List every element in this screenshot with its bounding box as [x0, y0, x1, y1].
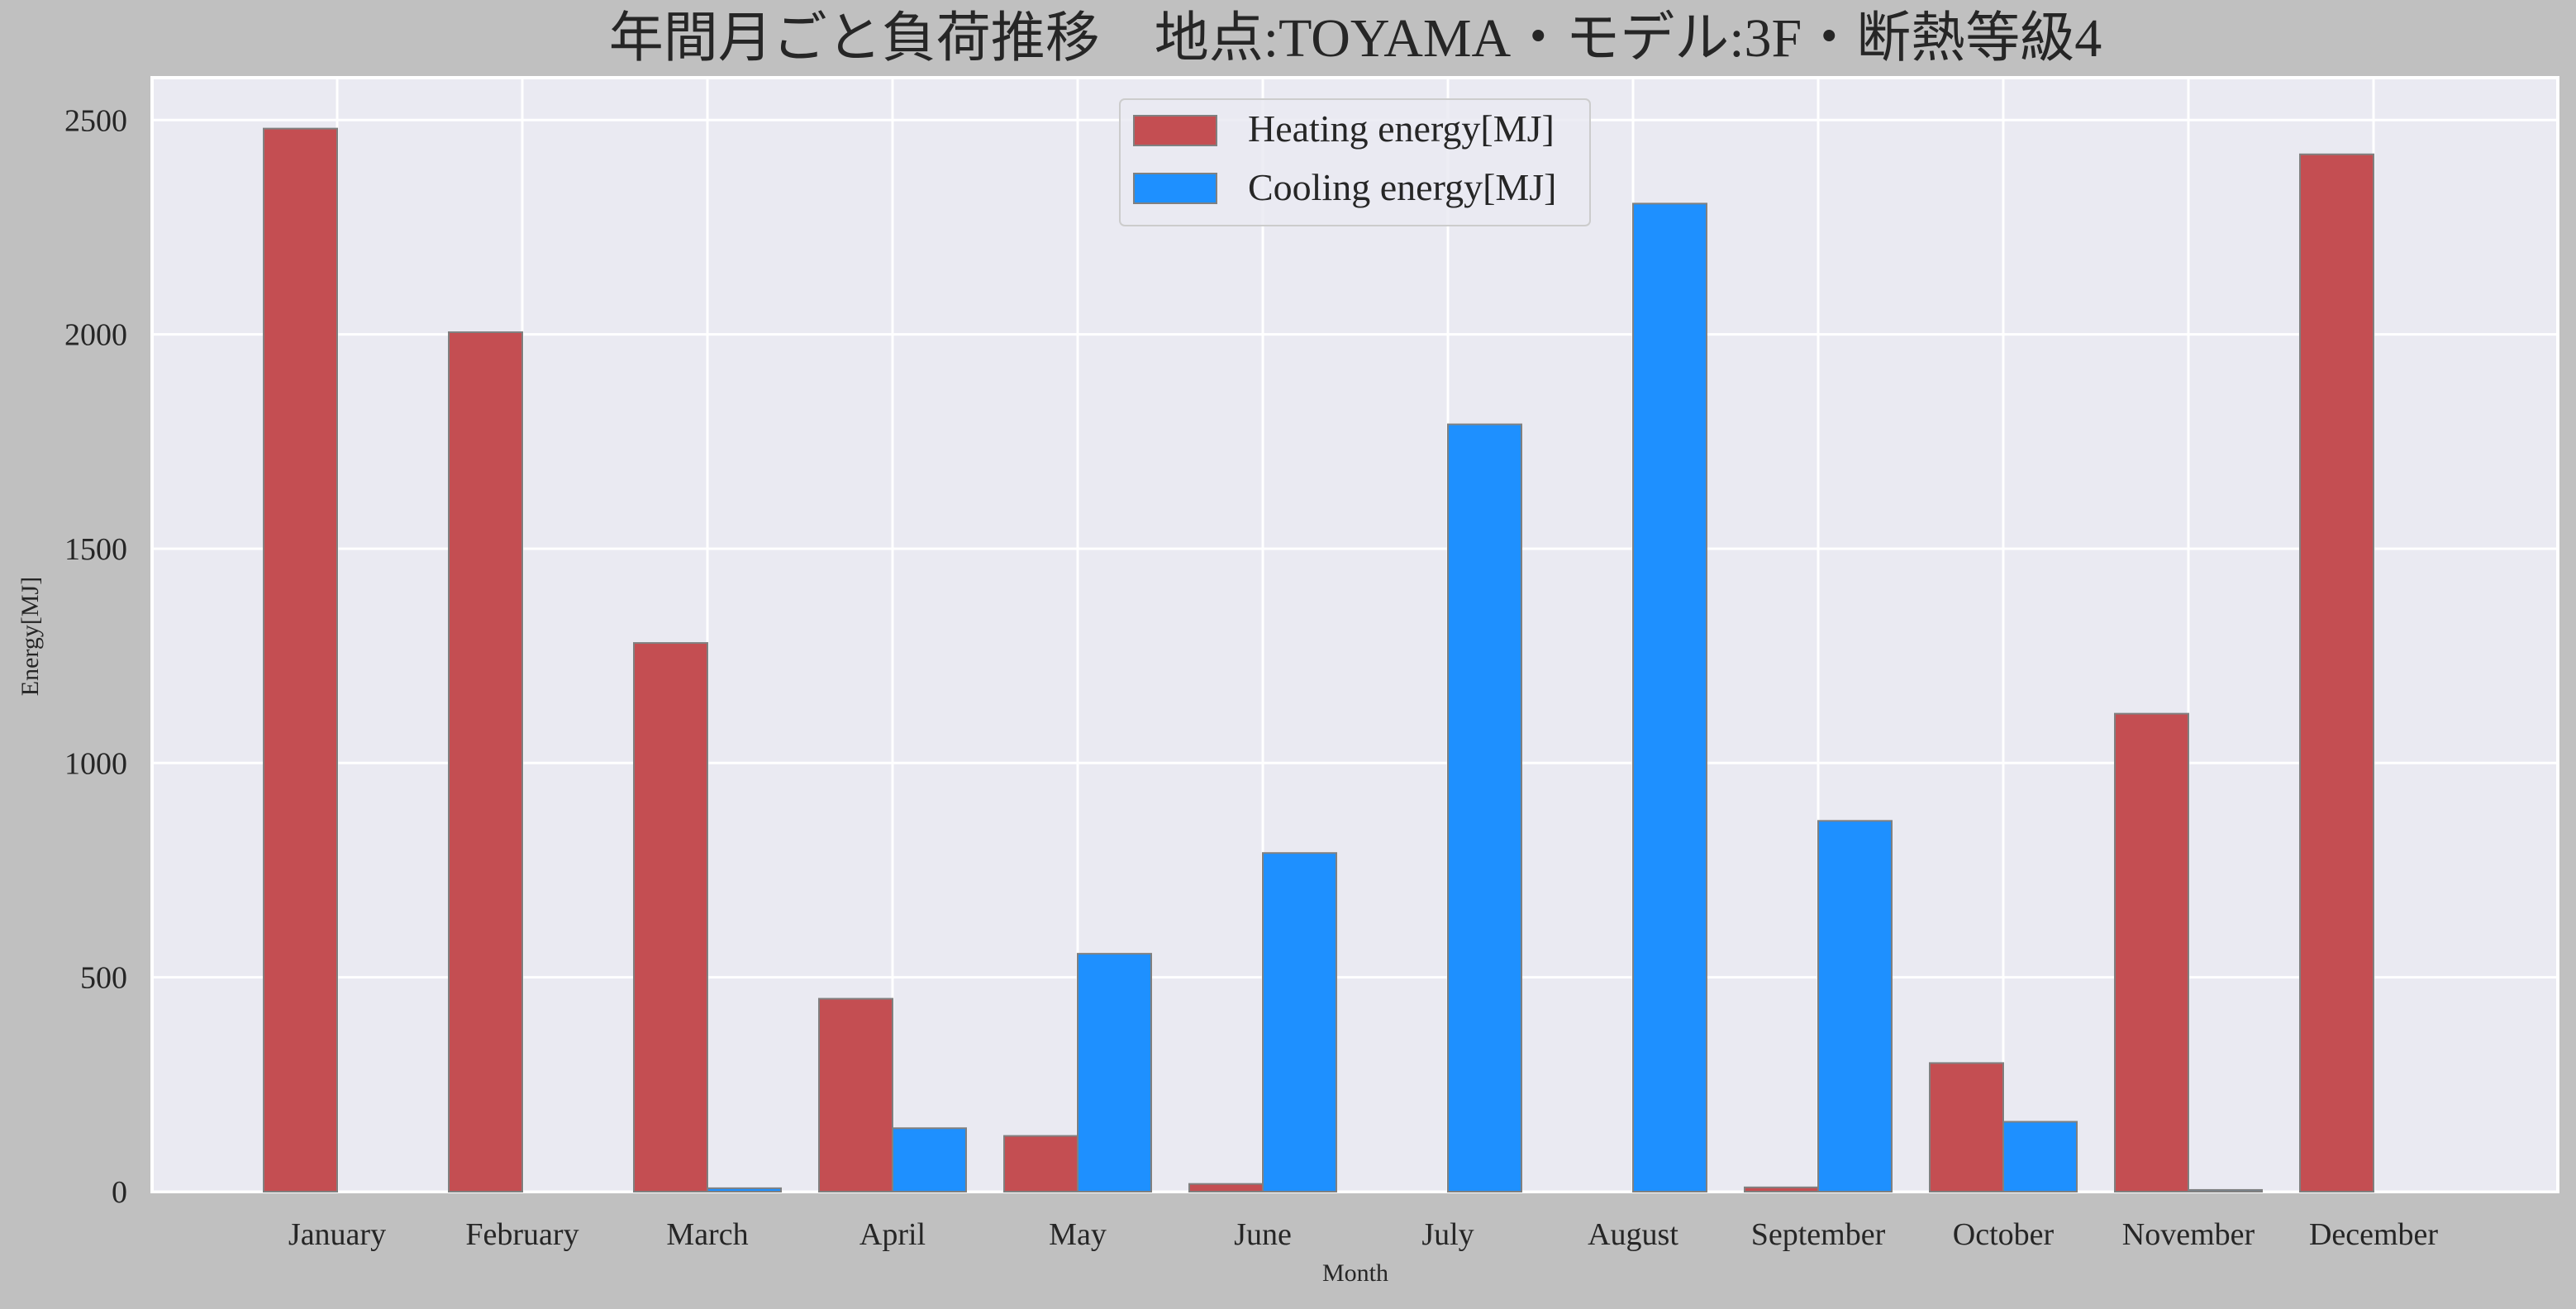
y-axis-ticks: 0 500 1000 1500 2000 2500	[64, 103, 127, 1210]
bar-cooling-april	[892, 1127, 967, 1193]
bar-heating-february	[448, 331, 523, 1193]
bar-cooling-july	[1447, 423, 1522, 1192]
bar-cooling-october	[2002, 1121, 2078, 1193]
bar-cooling-june	[1262, 852, 1337, 1193]
bar-heating-april	[818, 997, 893, 1192]
legend: Heating energy[MJ] Cooling energy[MJ]	[1119, 98, 1591, 226]
legend-swatch-cooling	[1133, 173, 1217, 204]
chart-title: 年間月ごと負荷推移 地点:TOYAMA・モデル:3F・断熱等級4	[609, 8, 2102, 69]
y-tick-label: 1500	[64, 532, 127, 567]
legend-label-cooling: Cooling energy[MJ]	[1248, 166, 1557, 208]
bar-heating-may	[1003, 1135, 1078, 1192]
y-tick-label: 0	[112, 1175, 127, 1210]
x-tick-label: September	[1751, 1217, 1886, 1252]
bar-cooling-march	[707, 1187, 782, 1192]
legend-swatch-heating	[1133, 115, 1217, 146]
y-tick-label: 1000	[64, 746, 127, 781]
x-tick-label: November	[2122, 1217, 2255, 1252]
x-axis-ticks: January February March April May June July Augu…	[288, 1217, 2438, 1252]
x-tick-label: December	[2309, 1217, 2438, 1252]
bar-cooling-september	[1817, 820, 1893, 1193]
y-tick-label: 500	[80, 961, 127, 996]
x-tick-label: May	[1049, 1217, 1107, 1252]
bar-heating-september	[1744, 1186, 1819, 1192]
x-tick-label: April	[859, 1217, 926, 1252]
x-tick-label: February	[465, 1217, 579, 1252]
bar-cooling-november	[2188, 1188, 2263, 1192]
legend-label-heating: Heating energy[MJ]	[1248, 107, 1555, 150]
y-axis-label: Energy[MJ]	[17, 577, 44, 696]
bar-heating-november	[2114, 712, 2189, 1192]
y-tick-label: 2500	[64, 103, 127, 138]
x-tick-label: January	[288, 1217, 386, 1252]
bar-cooling-august	[1632, 202, 1707, 1193]
bar-heating-january	[263, 127, 338, 1192]
bar-heating-june	[1188, 1183, 1264, 1193]
x-axis-label: Month	[1322, 1259, 1388, 1287]
bar-heating-october	[1929, 1062, 2004, 1193]
x-tick-label: August	[1588, 1217, 1678, 1252]
x-tick-label: October	[1953, 1217, 2055, 1252]
x-tick-label: July	[1421, 1217, 1474, 1252]
x-tick-label: June	[1234, 1217, 1292, 1252]
y-tick-label: 2000	[64, 318, 127, 353]
bar-heating-march	[633, 642, 708, 1192]
bar-cooling-may	[1077, 953, 1152, 1192]
bar-heating-december	[2299, 153, 2374, 1193]
legend-box	[1119, 98, 1591, 226]
x-tick-label: March	[666, 1217, 748, 1252]
bars	[263, 127, 2374, 1193]
